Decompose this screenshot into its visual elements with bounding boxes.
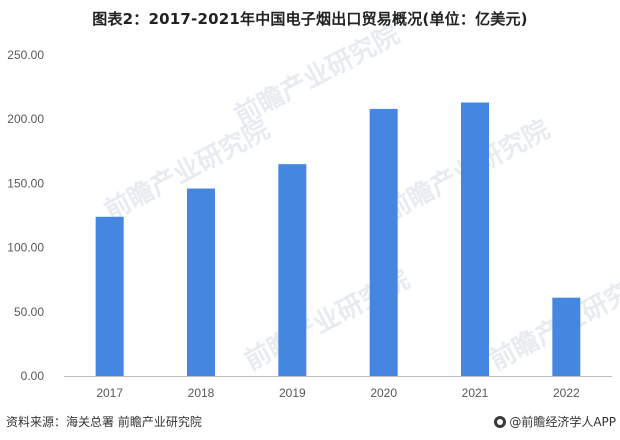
y-tick-label: 200.00 bbox=[7, 112, 44, 126]
bar-2021 bbox=[461, 102, 489, 377]
x-tick-label: 2021 bbox=[462, 386, 489, 400]
bar-2020 bbox=[369, 108, 398, 376]
brand-note: @前瞻经济学人APP bbox=[494, 413, 616, 430]
bar-2017 bbox=[95, 216, 124, 376]
y-tick-label: 0.00 bbox=[21, 369, 45, 383]
bar-2019 bbox=[278, 164, 307, 376]
bars bbox=[95, 102, 581, 377]
y-tick-label: 100.00 bbox=[7, 241, 44, 255]
x-tick-label: 2018 bbox=[188, 386, 215, 400]
y-tick-label: 250.00 bbox=[7, 48, 44, 62]
x-axis-ticks: 2017 2018 2019 2020 2021 2022 bbox=[96, 386, 580, 400]
x-tick-label: 2019 bbox=[279, 386, 306, 400]
y-tick-label: 150.00 bbox=[7, 176, 44, 190]
brand-text: @前瞻经济学人APP bbox=[509, 415, 616, 429]
source-note: 资料来源：海关总署 前瞻产业研究院 bbox=[6, 415, 202, 429]
x-tick-label: 2020 bbox=[370, 386, 397, 400]
y-tick-label: 50.00 bbox=[14, 305, 44, 319]
brand-logo-icon bbox=[494, 415, 507, 428]
bar-2018 bbox=[187, 188, 215, 376]
bar-2022 bbox=[552, 297, 581, 376]
y-axis-ticks: 0.00 50.00 100.00 150.00 200.00 250.00 bbox=[7, 48, 44, 383]
x-tick-label: 2022 bbox=[553, 386, 580, 400]
x-tick-label: 2017 bbox=[96, 386, 123, 400]
chart-title: 图表2：2017-2021年中国电子烟出口贸易概况(单位：亿美元) bbox=[92, 10, 528, 28]
